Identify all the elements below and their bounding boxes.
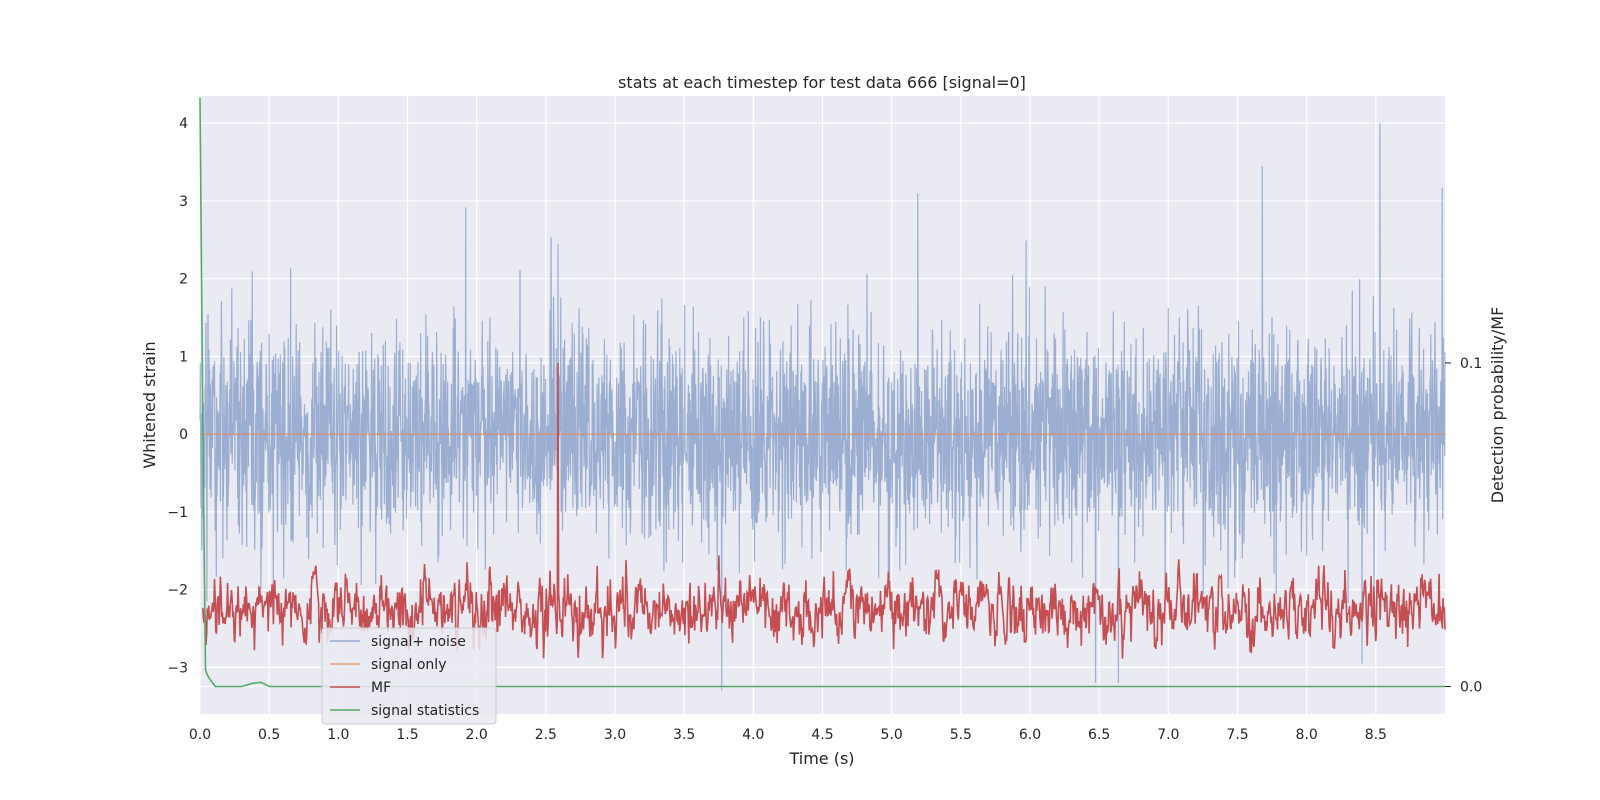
y2-tick-label: 0.0 [1460, 679, 1482, 695]
series-line-signal-noise [199, 123, 1446, 691]
x-tick-label: 4.0 [742, 727, 764, 743]
y-tick-label: 4 [179, 116, 188, 132]
x-tick-label: 1.0 [327, 727, 349, 743]
y-tick-label: 0 [179, 427, 188, 443]
x-tick-label: 8.0 [1296, 727, 1318, 743]
series-line-signal-statistics [199, 97, 1445, 688]
legend: signal+ noise signal only MF signal stat… [321, 627, 497, 725]
legend-label-signal-only: signal only [371, 657, 446, 673]
x-tick-label: 3.5 [673, 727, 695, 743]
x-tick-label: 7.0 [1157, 727, 1179, 743]
chart-title: stats at each timestep for test data 666… [618, 73, 1026, 92]
x-axis-ticks: 0.0 0.5 1.0 1.5 2.0 2.5 3.0 3.5 4.0 4.5 5.0 5.5 6.0 6… [189, 727, 1387, 743]
y-tick-label: 2 [179, 272, 188, 288]
x-tick-label: 6.0 [1019, 727, 1041, 743]
y-tick-label: 3 [179, 194, 188, 210]
x-axis-label: Time (s) [788, 749, 854, 768]
legend-label-signal-statistics: signal statistics [371, 703, 479, 719]
x-tick-label: 5.5 [950, 727, 972, 743]
y2-axis-label: Detection probability/MF [1488, 307, 1507, 504]
x-tick-label: 2.5 [535, 727, 557, 743]
x-tick-label: 1.5 [396, 727, 418, 743]
x-tick-label: 5.0 [881, 727, 903, 743]
series-signal-noise [199, 123, 1446, 691]
x-tick-label: 7.5 [1226, 727, 1248, 743]
x-tick-label: 0.0 [189, 727, 211, 743]
series-signal-statistics [199, 97, 1445, 688]
x-tick-label: 8.5 [1365, 727, 1387, 743]
y2-axis-ticks: 0.0 0.1 [1445, 356, 1482, 695]
legend-box [321, 627, 497, 725]
legend-label-mf: MF [371, 680, 391, 696]
y-tick-label: 1 [179, 349, 188, 365]
x-tick-label: 0.5 [258, 727, 280, 743]
x-tick-label: 2.0 [466, 727, 488, 743]
x-tick-label: 6.5 [1088, 727, 1110, 743]
x-tick-label: 4.5 [811, 727, 833, 743]
legend-label-signal-noise: signal+ noise [371, 634, 466, 650]
y-tick-label: −1 [167, 505, 188, 521]
y-axis-ticks: −3 −2 −1 0 1 2 3 4 [167, 116, 188, 676]
y-axis-label: Whitened strain [140, 341, 159, 468]
y-tick-label: −3 [167, 660, 188, 676]
x-tick-label: 3.0 [604, 727, 626, 743]
y2-tick-label: 0.1 [1460, 356, 1482, 372]
y-tick-label: −2 [167, 583, 188, 599]
